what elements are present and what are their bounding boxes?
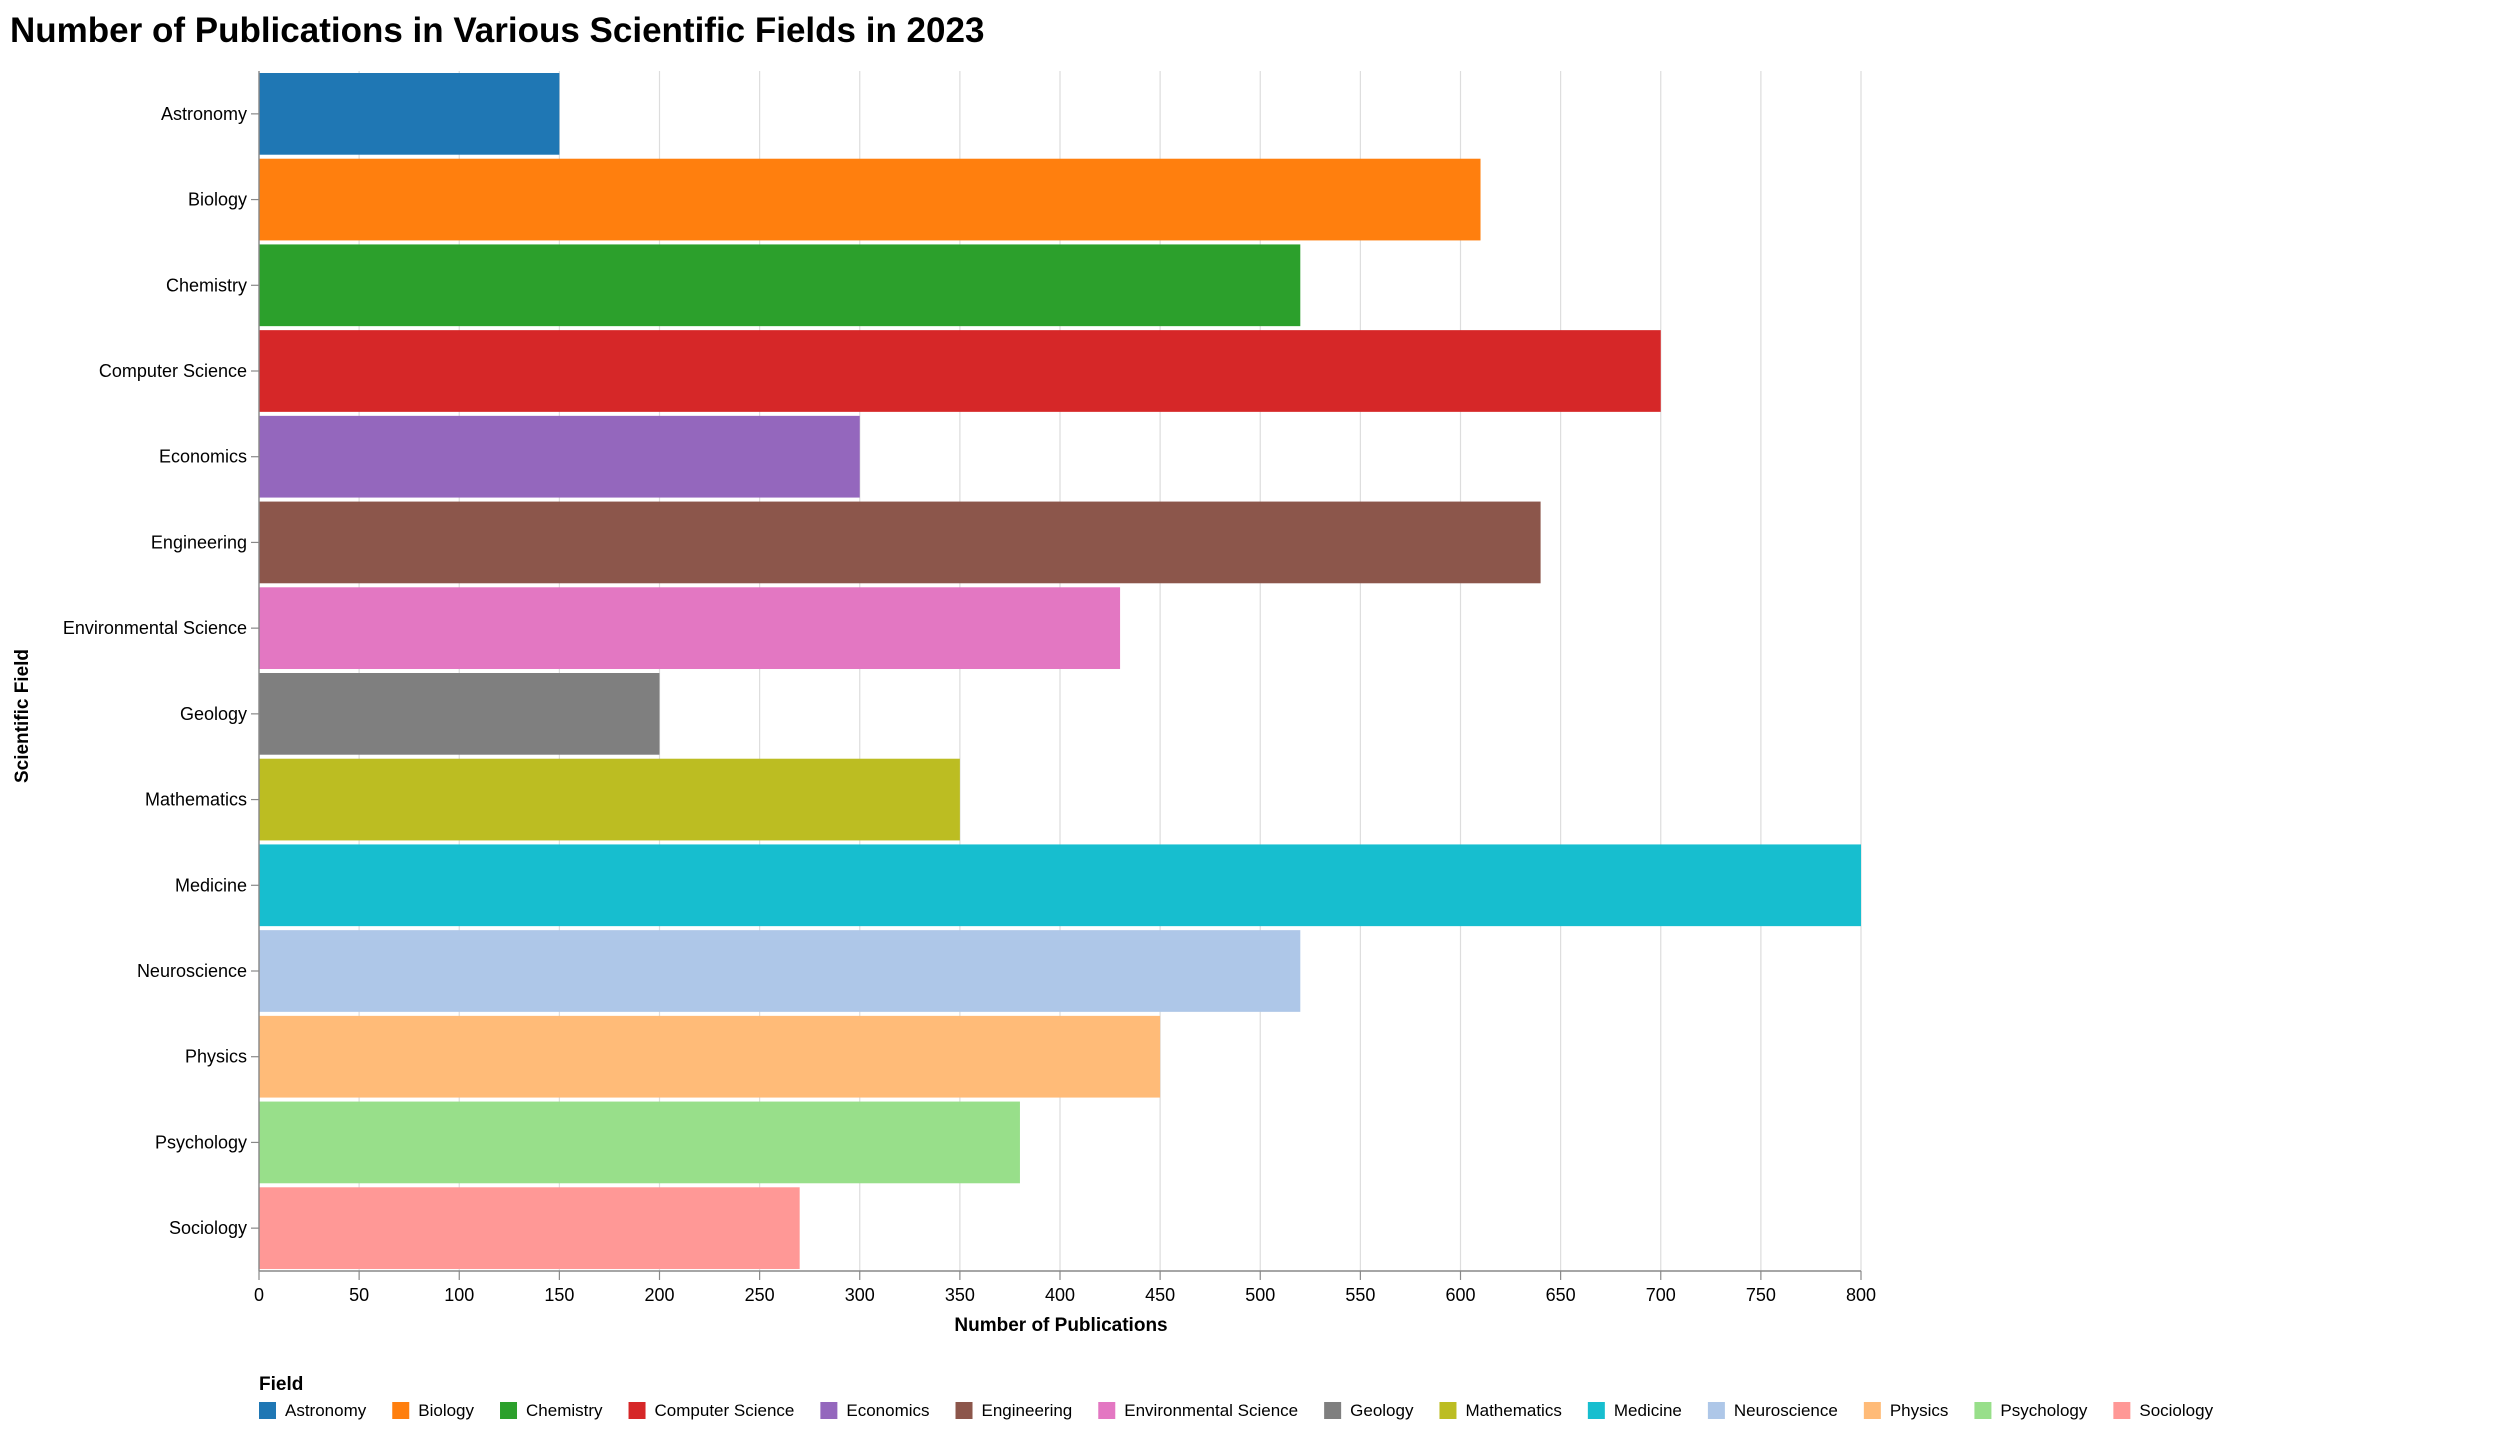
x-tick-label: 150 <box>544 1285 574 1305</box>
legend-label: Mathematics <box>1465 1401 1561 1420</box>
legend-label: Psychology <box>2000 1401 2087 1420</box>
bar <box>259 1187 800 1269</box>
y-tick-label: Chemistry <box>166 275 247 295</box>
legend-label: Computer Science <box>655 1401 795 1420</box>
x-axis-title: Number of Publications <box>954 1315 1167 1336</box>
bar <box>259 758 960 841</box>
x-tick-label: 50 <box>349 1285 369 1305</box>
y-tick-label: Astronomy <box>161 104 247 124</box>
y-tick-label: Environmental Science <box>63 618 247 638</box>
bar <box>259 1015 1161 1098</box>
legend-swatch <box>259 1402 276 1419</box>
legend-swatch <box>1439 1402 1457 1419</box>
bar <box>259 587 1121 669</box>
y-tick-label: Engineering <box>151 532 247 552</box>
legend-label: Environmental Science <box>1124 1401 1298 1420</box>
bar <box>259 501 1541 584</box>
y-tick-label: Computer Science <box>99 361 247 381</box>
y-tick-label: Physics <box>185 1047 247 1067</box>
bar <box>259 673 660 755</box>
y-axis: Astronomy Biology Chemistry Computer Scienc… <box>63 71 260 1271</box>
legend-label: Chemistry <box>526 1401 603 1420</box>
legend: Field Astronomy Biology Chemistry Computer … <box>259 1374 2214 1420</box>
bar <box>259 844 1861 927</box>
legend-label: Medicine <box>1614 1401 1682 1420</box>
x-tick-label: 200 <box>644 1285 674 1305</box>
legend-swatch <box>392 1402 410 1419</box>
legend-swatch <box>628 1402 646 1419</box>
bar <box>259 158 1481 241</box>
y-tick-label: Economics <box>159 447 247 467</box>
x-tick-label: 650 <box>1546 1285 1576 1305</box>
legend-swatch <box>1587 1402 1605 1419</box>
legend-swatch <box>500 1402 518 1419</box>
y-tick-label: Psychology <box>155 1132 247 1152</box>
bar <box>259 930 1301 1012</box>
bar <box>259 73 560 155</box>
legend-swatch <box>2113 1402 2131 1419</box>
bar <box>259 244 1301 327</box>
x-tick-label: 800 <box>1846 1285 1876 1305</box>
legend-label: Economics <box>846 1401 929 1420</box>
legend-swatch <box>955 1402 973 1419</box>
legend-swatch <box>1707 1402 1725 1419</box>
x-tick-label: 700 <box>1646 1285 1676 1305</box>
x-tick-label: 250 <box>745 1285 775 1305</box>
legend-label: Engineering <box>982 1401 1073 1420</box>
bars <box>259 73 1861 1269</box>
y-tick-label: Biology <box>188 190 247 210</box>
legend-swatch <box>820 1402 838 1419</box>
y-tick-label: Neuroscience <box>137 961 247 981</box>
x-tick-label: 550 <box>1345 1285 1375 1305</box>
y-tick-label: Sociology <box>169 1218 247 1238</box>
y-tick-label: Geology <box>180 704 247 724</box>
x-tick-label: 400 <box>1045 1285 1075 1305</box>
legend-title: Field <box>259 1374 303 1395</box>
x-tick-label: 300 <box>845 1285 875 1305</box>
x-tick-label: 600 <box>1445 1285 1475 1305</box>
x-tick-label: 750 <box>1746 1285 1776 1305</box>
x-tick-label: 450 <box>1145 1285 1175 1305</box>
legend-swatch <box>1098 1402 1116 1419</box>
x-axis: 0 50 100 150 200 250 300 350 400 450 500 550 600 650 7… <box>254 1270 1876 1305</box>
y-tick-label: Mathematics <box>145 790 247 810</box>
legend-label: Physics <box>1890 1401 1949 1420</box>
legend-label: Astronomy <box>285 1401 367 1420</box>
y-tick-label: Medicine <box>175 875 247 895</box>
legend-label: Neuroscience <box>1734 1401 1838 1420</box>
legend-swatch <box>1324 1402 1342 1419</box>
chart-title: Number of Publications in Various Scient… <box>10 11 984 50</box>
x-tick-label: 500 <box>1245 1285 1275 1305</box>
legend-label: Sociology <box>2139 1401 2213 1420</box>
legend-label: Geology <box>1350 1401 1414 1420</box>
legend-swatch <box>1863 1402 1881 1419</box>
x-tick-label: 100 <box>444 1285 474 1305</box>
x-tick-label: 350 <box>945 1285 975 1305</box>
bar <box>259 415 860 498</box>
bar <box>259 330 1661 412</box>
legend-label: Biology <box>418 1401 474 1420</box>
y-axis-title: Scientific Field <box>12 649 33 783</box>
bar <box>259 1101 1020 1184</box>
legend-swatch <box>1974 1402 1992 1419</box>
x-tick-label: 0 <box>254 1285 264 1305</box>
